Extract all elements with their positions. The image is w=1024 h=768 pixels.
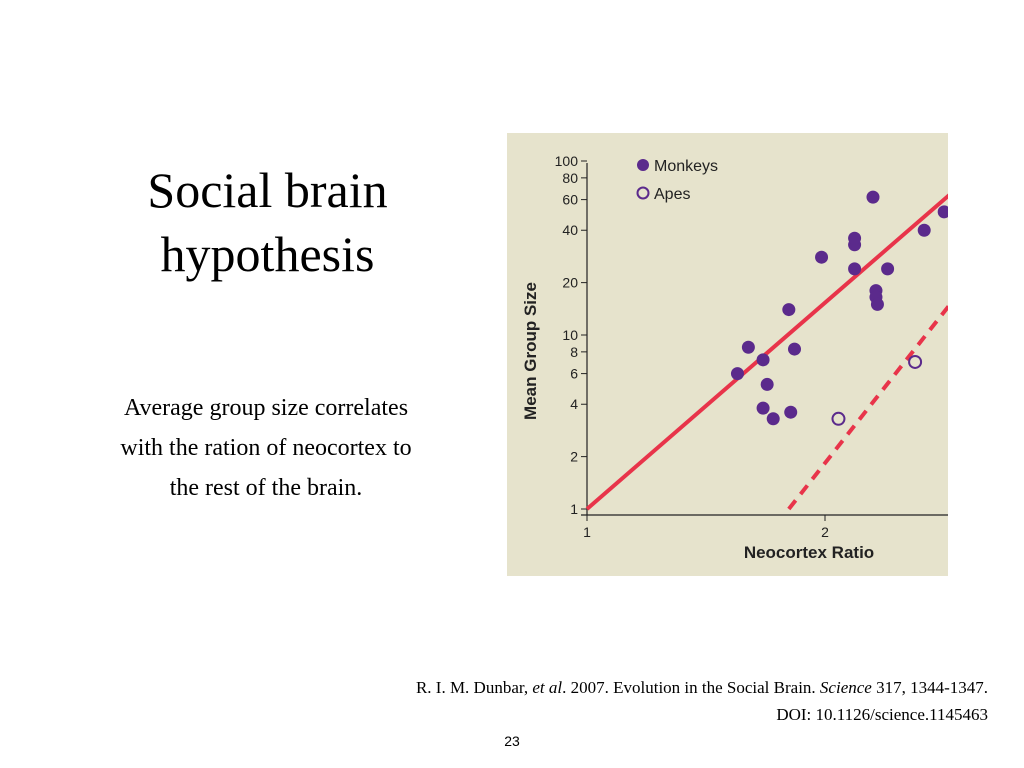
monkey-data-point xyxy=(881,262,895,276)
monkey-data-point xyxy=(756,401,770,415)
body-line: the rest of the brain. xyxy=(169,475,363,501)
page-number: 23 xyxy=(504,733,520,749)
monkey-data-point xyxy=(784,405,798,419)
body-line: with the ration of neocortex to xyxy=(120,435,412,461)
y-tick-label: 40 xyxy=(562,222,578,238)
slide-title-line: Social brain xyxy=(147,162,388,218)
y-tick-label: 6 xyxy=(570,366,578,382)
citation-title: . 2007. Evolution in the Social Brain. xyxy=(562,678,820,697)
apes-fit-line xyxy=(787,303,948,511)
citation-volume: 317, 1344-1347. xyxy=(871,678,988,697)
citation-line-1: R. I. M. Dunbar, et al. 2007. Evolution … xyxy=(416,674,988,701)
monkey-data-point xyxy=(756,353,770,367)
monkey-data-point xyxy=(815,250,829,264)
scatter-chart-figure: 1246810204060801001234 Monkeys Apes Neoc… xyxy=(507,133,948,576)
legend-apes-label: Apes xyxy=(654,186,690,203)
monkey-data-point xyxy=(782,303,796,317)
y-tick-label: 60 xyxy=(562,192,578,208)
legend-monkeys-label: Monkeys xyxy=(654,158,718,175)
monkey-data-point xyxy=(848,231,862,245)
citation-etal: et al xyxy=(532,678,563,697)
slide-title-line: hypothesis xyxy=(160,226,375,282)
axes: 1246810204060801001234 xyxy=(555,153,948,540)
fit-lines xyxy=(585,193,948,511)
monkey-data-point xyxy=(848,262,862,276)
ape-data-point xyxy=(831,411,846,426)
scatter-chart: 1246810204060801001234 Monkeys Apes Neoc… xyxy=(521,153,948,562)
legend: Monkeys Apes xyxy=(636,158,718,203)
monkey-data-point xyxy=(937,205,948,219)
monkey-data-point xyxy=(730,367,744,381)
x-tick-label: 2 xyxy=(821,524,829,540)
monkey-data-point xyxy=(741,340,755,354)
monkey-data-point xyxy=(766,412,780,426)
monkey-data-point xyxy=(866,190,880,204)
y-tick-label: 1 xyxy=(570,501,578,517)
monkey-data-point xyxy=(787,342,801,356)
monkeys-fit-line xyxy=(585,193,948,511)
y-tick-label: 20 xyxy=(562,275,578,291)
data-points xyxy=(730,190,948,426)
legend-monkeys-marker xyxy=(637,159,649,171)
y-axis-title: Mean Group Size xyxy=(521,282,540,420)
citation-authors: R. I. M. Dunbar, xyxy=(415,678,533,697)
y-tick-label: 2 xyxy=(570,449,578,465)
monkey-data-point xyxy=(917,223,931,237)
citation-doi: DOI: 10.1126/science.1145463 xyxy=(776,705,988,724)
monkey-data-point xyxy=(870,297,884,311)
y-tick-label: 10 xyxy=(562,327,578,343)
y-tick-label: 100 xyxy=(555,153,579,169)
citation-journal: Science xyxy=(819,678,872,697)
citation: R. I. M. Dunbar, et al. 2007. Evolution … xyxy=(416,674,988,728)
body-line: Average group size correlates xyxy=(123,395,409,421)
slide-title: Social brain hypothesis xyxy=(40,158,495,286)
y-tick-label: 80 xyxy=(562,170,578,186)
x-tick-label: 1 xyxy=(583,524,591,540)
y-tick-label: 8 xyxy=(570,344,578,360)
y-tick-label: 4 xyxy=(570,396,578,412)
ape-data-point xyxy=(908,354,923,369)
legend-apes-marker xyxy=(636,186,650,200)
x-axis-title: Neocortex Ratio xyxy=(744,543,874,562)
slide-body-text: Average group size correlates with the r… xyxy=(50,388,482,508)
monkey-data-point xyxy=(760,377,774,391)
